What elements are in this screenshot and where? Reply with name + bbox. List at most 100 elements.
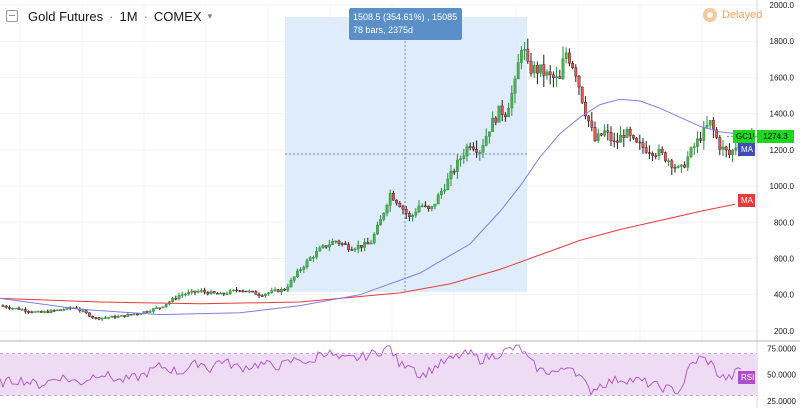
candle-body [132, 313, 136, 316]
candle-body [52, 309, 56, 312]
rsi-y-tick-label: 75.0000 [767, 344, 796, 353]
candle-body [257, 294, 261, 296]
candle-body [539, 64, 543, 74]
candle-body [660, 149, 664, 153]
candle-body [388, 193, 392, 206]
y-tick-label: 1400.0 [770, 110, 795, 119]
candle-body [686, 156, 690, 168]
rsi-badge: RSI [738, 371, 755, 384]
candle-body [180, 294, 184, 296]
candle-body [571, 62, 575, 68]
measure-tooltip: 1508.5 (354.61%) , 15085 78 bars, 2375d [349, 8, 462, 40]
candle-body [638, 141, 642, 144]
candle-body [177, 295, 181, 299]
candle-body [363, 242, 366, 248]
candle-body [212, 291, 216, 294]
candle-body [718, 137, 722, 150]
candle-body [523, 49, 527, 51]
candle-body [446, 178, 450, 190]
candle-body [164, 303, 168, 307]
y-tick-label: 200.0 [774, 327, 795, 336]
symbol-name[interactable]: Gold Futures [28, 8, 104, 24]
candle-body [308, 257, 312, 261]
legend-separator: · [109, 8, 114, 24]
candle-body [254, 291, 258, 295]
ma-fast-badge: MA [738, 143, 755, 156]
candle-body [433, 203, 437, 207]
candle-body [292, 276, 296, 281]
candle-body [494, 117, 498, 123]
candle-body [552, 74, 555, 79]
candle-body [43, 311, 47, 313]
candle-body [126, 314, 130, 317]
candle-body [84, 310, 88, 314]
candle-body [369, 242, 373, 245]
candle-body [651, 153, 655, 156]
candle-body [401, 206, 405, 210]
candle-body [561, 58, 565, 79]
clock-icon [703, 8, 717, 22]
candle-body [7, 307, 11, 309]
candle-body [376, 224, 379, 235]
candle-body [289, 280, 293, 288]
candle-body [712, 120, 715, 131]
y-tick-label: 400.0 [774, 291, 795, 300]
y-tick-label: 1000.0 [770, 182, 795, 191]
candle-body [404, 208, 408, 214]
candle-body [529, 60, 533, 74]
measure-tooltip-line1: 1508.5 (354.61%) , 15085 [353, 12, 458, 22]
candle-body [699, 138, 703, 141]
candle-body [702, 126, 706, 141]
candle-body [350, 249, 354, 251]
candle-body [708, 120, 712, 126]
candle-body [199, 290, 203, 292]
candle-body [545, 71, 549, 76]
delayed-status[interactable]: Delayed [703, 8, 762, 22]
candle-body [609, 132, 613, 142]
candle-body [107, 317, 111, 319]
interval-label[interactable]: 1M [119, 8, 138, 24]
candle-body [161, 306, 165, 309]
candle-body [520, 50, 523, 63]
y-tick-label: 2000.0 [770, 1, 795, 10]
candle-body [315, 251, 318, 258]
candle-body [641, 142, 645, 148]
candle-body [696, 138, 699, 147]
chevron-down-icon[interactable]: ▾ [207, 10, 213, 21]
candle-body [158, 307, 162, 309]
candle-body [657, 149, 661, 156]
candle-body [119, 315, 123, 317]
candle-body [590, 120, 594, 128]
candle-body [215, 292, 219, 295]
y-tick-label: 1600.0 [770, 73, 795, 82]
symbol-price-badge: GC1! [733, 130, 755, 143]
candle-body [683, 164, 687, 168]
candle-body [395, 199, 398, 204]
collapse-legend-icon[interactable] [6, 10, 18, 22]
candle-body [209, 291, 213, 295]
candle-body [11, 307, 14, 310]
candle-body [94, 317, 98, 319]
candle-body [145, 311, 149, 313]
candle-body [286, 286, 290, 291]
candle-body [622, 135, 626, 138]
candle-body [593, 127, 597, 141]
candle-body [113, 315, 117, 318]
candle-body [507, 107, 510, 118]
candle-body [360, 245, 363, 248]
y-tick-label: 1200.0 [770, 146, 795, 155]
candle-body [302, 266, 306, 270]
rsi-y-tick-label: 25.0000 [767, 397, 796, 406]
ma-slow-badge: MA [738, 194, 755, 207]
candle-body [411, 214, 414, 217]
candle-body [171, 297, 174, 302]
candle-body [408, 213, 411, 217]
candle-body [174, 297, 178, 300]
candle-body [670, 160, 674, 168]
candle-body [273, 289, 277, 291]
candle-body [24, 309, 27, 312]
candle-body [356, 245, 360, 250]
exchange-label: COMEX [153, 8, 202, 24]
candle-body [4, 305, 8, 308]
